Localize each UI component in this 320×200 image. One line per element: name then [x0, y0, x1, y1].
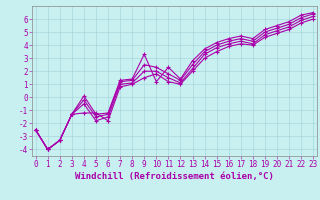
X-axis label: Windchill (Refroidissement éolien,°C): Windchill (Refroidissement éolien,°C) — [75, 172, 274, 181]
